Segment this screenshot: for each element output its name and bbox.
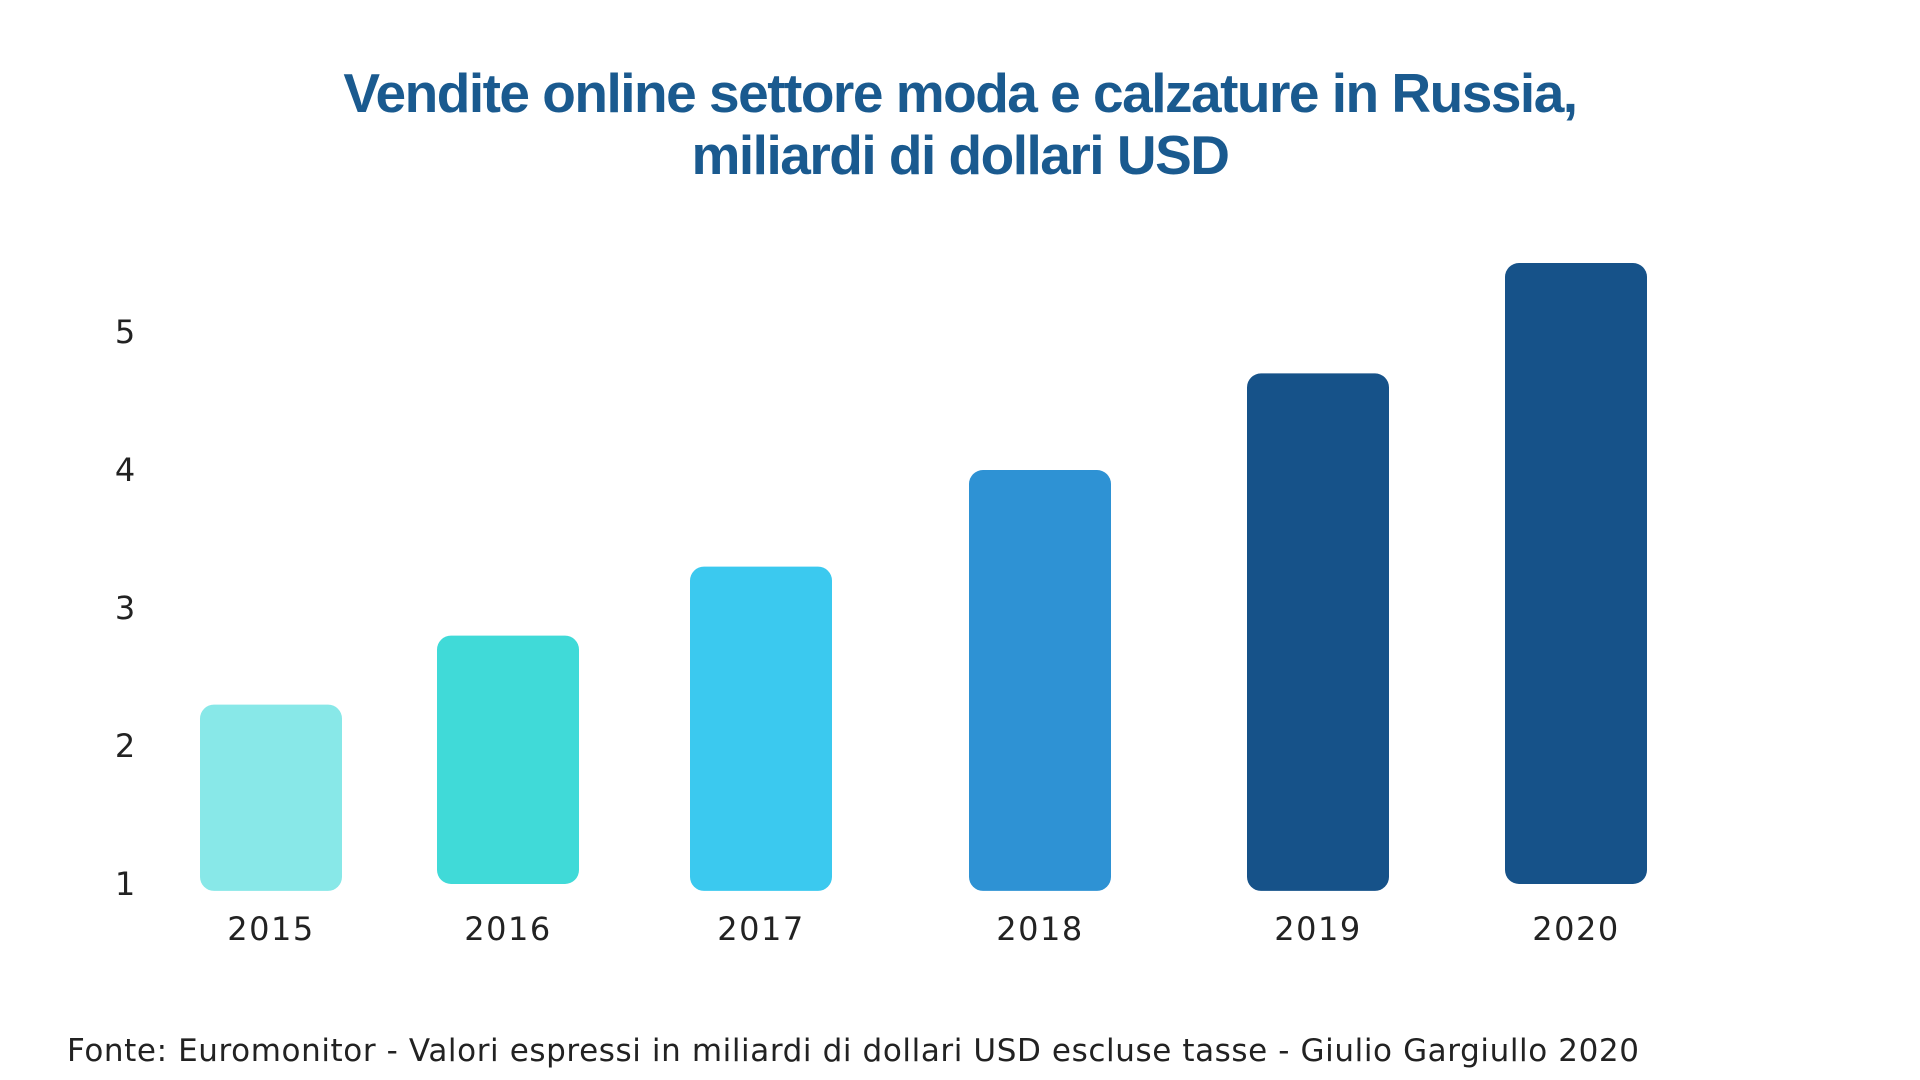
x-tick-label: 2018	[996, 910, 1083, 948]
bar-2018	[969, 470, 1111, 891]
chart-title-line2: miliardi di dollari USD	[691, 124, 1230, 186]
bar-2015	[200, 704, 342, 891]
bar-2017	[690, 566, 832, 891]
x-tick-label: 2016	[464, 910, 551, 948]
source-note: Fonte: Euromonitor - Valori espressi in …	[67, 1033, 1640, 1069]
y-tick-label: 1	[115, 865, 135, 903]
chart-title-line1: Vendite online settore moda e calzature …	[343, 62, 1578, 124]
y-tick-label: 3	[115, 589, 135, 627]
x-tick-label: 2019	[1274, 910, 1361, 948]
x-tick-label: 2017	[717, 910, 804, 948]
y-tick-label: 4	[115, 451, 135, 489]
bars	[200, 263, 1647, 891]
x-tick-label: 2015	[227, 910, 314, 948]
chart-title: Vendite online settore moda e calzature …	[0, 62, 1920, 186]
bar-chart: 1 2 3 4 5 2015 2016 2017 2018 2019 2020	[115, 263, 1647, 948]
x-tick-label: 2020	[1532, 910, 1619, 948]
y-tick-label: 5	[115, 313, 135, 351]
bar-2016	[437, 635, 579, 884]
bar-2020	[1505, 263, 1647, 884]
bar-2019	[1247, 373, 1389, 891]
y-tick-label: 2	[115, 727, 135, 765]
x-axis-ticks: 2015 2016 2017 2018 2019 2020	[227, 910, 1619, 948]
y-axis-ticks: 1 2 3 4 5	[115, 313, 135, 903]
